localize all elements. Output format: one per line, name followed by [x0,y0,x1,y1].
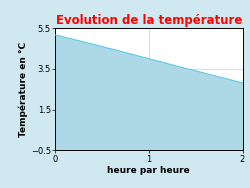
X-axis label: heure par heure: heure par heure [108,166,190,175]
Title: Evolution de la température: Evolution de la température [56,14,242,27]
Y-axis label: Température en °C: Température en °C [18,42,28,137]
